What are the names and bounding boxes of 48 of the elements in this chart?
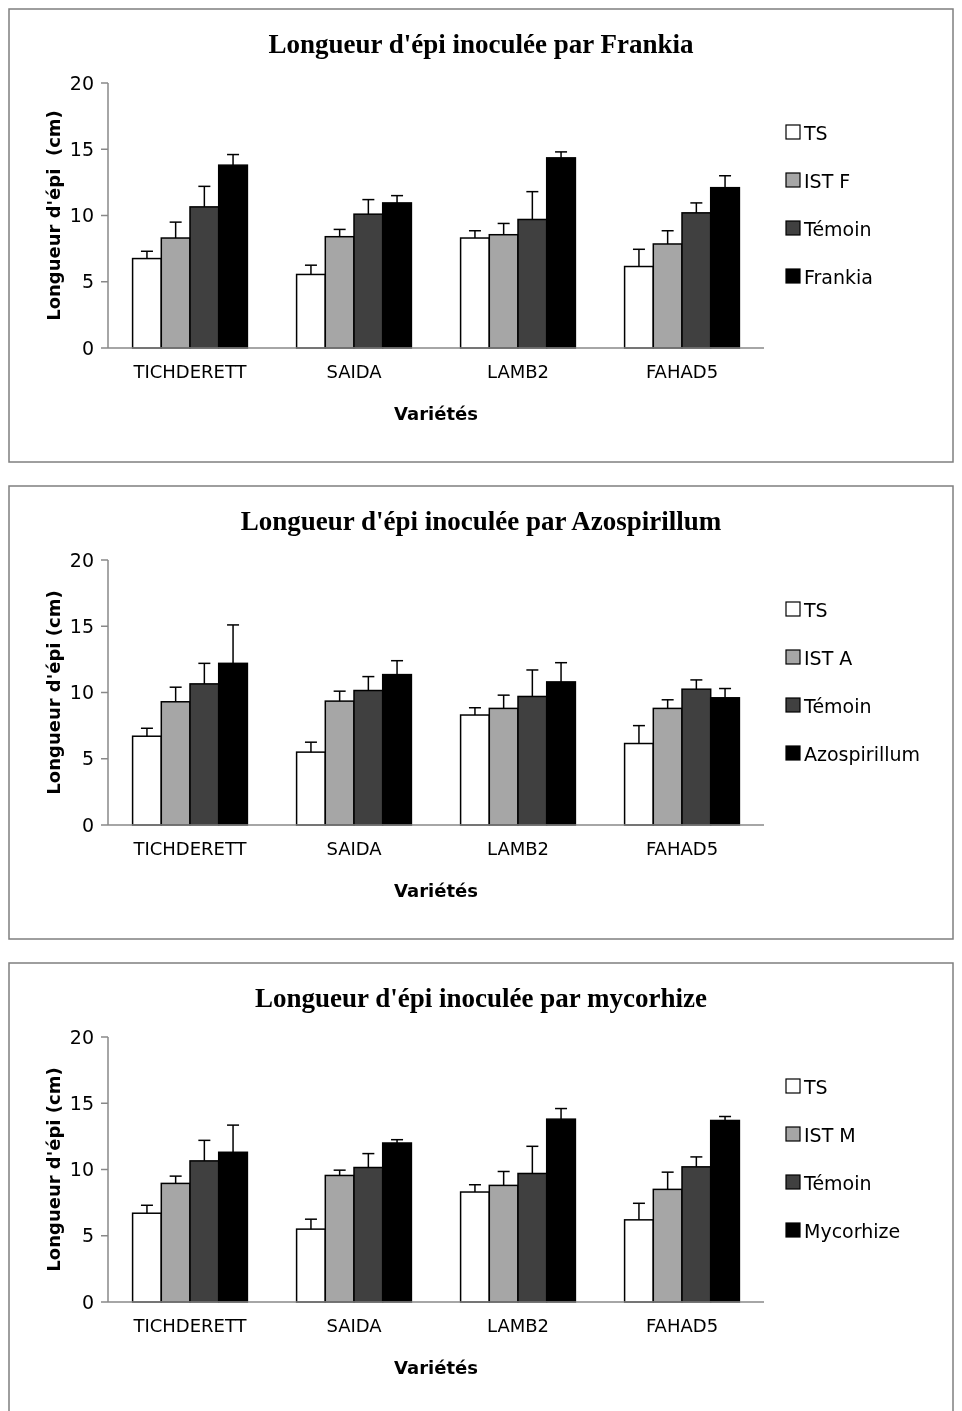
y-tick-label: 10 — [69, 681, 94, 704]
x-tick-label: FAHAD5 — [645, 1315, 719, 1336]
legend-label: TS — [803, 121, 828, 144]
y-tick-label: 0 — [81, 1290, 94, 1313]
y-tick-label: 0 — [81, 336, 94, 359]
x-axis-title: Variétés — [394, 880, 478, 901]
x-tick-label: SAIDA — [326, 361, 383, 382]
x-tick-label: FAHAD5 — [645, 361, 719, 382]
x-tick-label: TICHDERETT — [132, 361, 248, 382]
legend-label: Témoin — [803, 217, 872, 240]
y-tick-label: 15 — [69, 614, 94, 637]
y-tick-label: 10 — [69, 1158, 94, 1181]
legend-label: IST F — [804, 169, 851, 192]
legend-label: IST A — [804, 646, 853, 669]
y-axis-title: Longueur d'épi (cm) — [43, 590, 64, 795]
y-tick-label: 10 — [69, 204, 94, 227]
legend-label: Frankia — [804, 265, 873, 288]
legend-label: Mycorhize — [804, 1219, 901, 1242]
legend-label: Témoin — [803, 1171, 872, 1194]
y-axis-title: Longueur d'épi (cm) — [43, 1067, 64, 1272]
y-tick-label: 20 — [69, 548, 94, 571]
legend-label: TS — [803, 598, 828, 621]
x-tick-label: TICHDERETT — [132, 1315, 248, 1336]
y-tick-label: 15 — [69, 137, 94, 160]
legend-label: Azospirillum — [804, 742, 921, 765]
y-tick-label: 20 — [69, 71, 94, 94]
y-tick-label: 5 — [81, 747, 94, 770]
y-tick-label: 0 — [81, 813, 94, 836]
x-tick-label: SAIDA — [326, 1315, 383, 1336]
chart-title: Longueur d'épi inoculée par Azospirillum — [240, 506, 722, 536]
x-tick-label: LAMB2 — [486, 1315, 550, 1336]
y-tick-label: 20 — [69, 1025, 94, 1048]
x-tick-label: LAMB2 — [486, 838, 550, 859]
x-axis-title: Variétés — [394, 403, 478, 424]
y-tick-label: 15 — [69, 1091, 94, 1114]
y-tick-label: 5 — [81, 270, 94, 293]
y-axis-title: Longueur d'épi (cm) — [43, 110, 64, 321]
x-axis-title: Variétés — [394, 1357, 478, 1378]
x-tick-label: TICHDERETT — [132, 838, 248, 859]
chart-title: Longueur d'épi inoculée par mycorhize — [255, 983, 708, 1013]
x-tick-label: LAMB2 — [486, 361, 550, 382]
legend-label: Témoin — [803, 694, 872, 717]
legend-label: IST M — [804, 1123, 856, 1146]
y-tick-label: 5 — [81, 1224, 94, 1247]
x-tick-label: SAIDA — [326, 838, 383, 859]
chart-title: Longueur d'épi inoculée par Frankia — [268, 29, 695, 59]
x-tick-label: FAHAD5 — [645, 838, 719, 859]
legend-label: TS — [803, 1075, 828, 1098]
